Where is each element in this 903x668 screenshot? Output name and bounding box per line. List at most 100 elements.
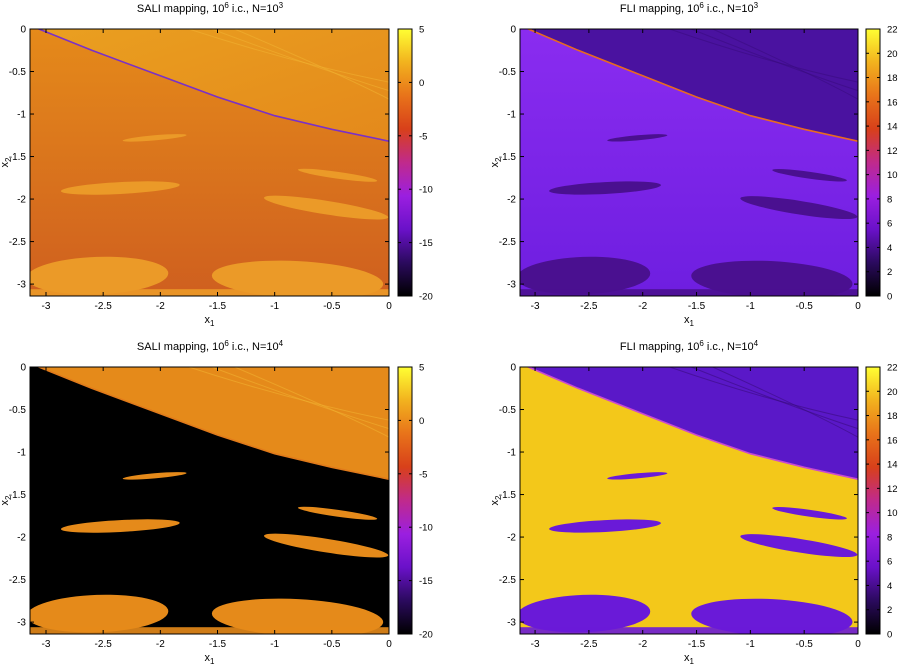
y-label-base: x	[489, 161, 501, 167]
y-tick-label: -2	[17, 195, 26, 206]
y-tick-label: -3	[17, 280, 26, 291]
separatrix-curve	[526, 29, 858, 142]
colorbar-tick-label: 16	[887, 97, 898, 108]
panel-1: -3 -2.5 -2 -1.5 -1 -0.5 0 0 -0.5 -1 -1.5 -2 -2.5 -3 SA…	[0, 1, 433, 328]
y-label-sub: 2	[4, 495, 13, 500]
x-tick-label: -2	[156, 301, 165, 312]
resonance-arc	[690, 29, 858, 92]
y-axis-label: x2	[489, 157, 503, 168]
colorbar: 5 0 -5 -10 -15 -20	[397, 363, 433, 641]
plot-frame	[519, 28, 859, 297]
x-tick-label: -1	[270, 301, 279, 312]
x-tick-label: 0	[386, 639, 392, 650]
x-label-sub: 1	[690, 319, 695, 328]
chart-title: SALI mapping, 106 i.c., N=104	[137, 339, 284, 353]
chart-title: FLI mapping, 106 i.c., N=104	[620, 339, 759, 353]
regular-island	[549, 519, 661, 533]
x-tick-label: -1.5	[209, 301, 227, 312]
resonance-arc	[188, 29, 389, 83]
panel-4: -3 -2.5 -2 -1.5 -1 -0.5 0 0 -0.5 -1 -1.5 -2 -2.5 -3 FL…	[489, 339, 898, 666]
separatrix-curve	[526, 367, 858, 480]
x-tick-label: -2	[156, 639, 165, 650]
colorbar-tick-label: 2	[887, 267, 892, 278]
y-tick-label: -1	[507, 448, 516, 459]
regular-island	[297, 506, 378, 520]
plot-frame	[519, 366, 859, 635]
title-sup1: 6	[699, 1, 704, 10]
x-label-sub: 1	[690, 657, 695, 666]
colorbar-gradient	[865, 28, 881, 297]
x-label-base: x	[684, 314, 690, 326]
regular-island	[30, 594, 169, 633]
y-tick-label: -2.5	[9, 237, 27, 248]
regular-island	[607, 134, 668, 142]
y-tick-label: -1.5	[9, 490, 27, 501]
heatmap-area	[30, 29, 389, 296]
regular-band-bottom	[520, 289, 858, 296]
colorbar-tick-label: -15	[419, 238, 433, 249]
y-tick-label: -0.5	[9, 405, 27, 416]
regular-island	[520, 594, 651, 633]
regular-region-top	[528, 29, 858, 142]
colorbar-tick-label: 16	[887, 435, 898, 446]
regular-island	[264, 195, 389, 220]
title-sup2: 4	[279, 339, 284, 348]
title-sup2: 4	[754, 339, 759, 348]
chart-title: FLI mapping, 106 i.c., N=103	[620, 1, 759, 15]
colorbar-tick-label: -15	[419, 576, 433, 587]
colorbar-tick-label: 20	[887, 49, 898, 60]
regular-region-top	[528, 367, 858, 480]
y-tick-label: -3	[507, 280, 516, 291]
colorbar-gradient	[865, 366, 881, 635]
y-label-sub: 2	[494, 157, 503, 162]
heatmap-area	[520, 29, 858, 296]
colorbar-tick-label: 5	[419, 363, 424, 374]
y-tick-label: 0	[20, 25, 26, 36]
colorbar-tick-label: 0	[887, 630, 892, 641]
y-tick-label: -2	[507, 195, 516, 206]
title-sup2: 3	[279, 1, 284, 10]
resonance-arc	[712, 367, 858, 438]
x-label-sub: 1	[210, 657, 215, 666]
regular-island	[772, 507, 847, 520]
resonance-arc	[690, 367, 858, 430]
x-tick-label: -1	[746, 301, 755, 312]
colorbar-tick-label: -5	[419, 469, 427, 480]
y-tick-label: -0.5	[499, 67, 517, 78]
colorbar-tick-label: 22	[887, 363, 898, 374]
colorbar-tick-label: 4	[887, 243, 892, 254]
y-tick-label: -2	[507, 533, 516, 544]
y-tick-label: 0	[20, 363, 26, 374]
y-tick-label: -1.5	[9, 152, 27, 163]
x-tick-label: -2	[638, 301, 647, 312]
resonance-arc	[712, 29, 858, 100]
panel-3: -3 -2.5 -2 -1.5 -1 -0.5 0 0 -0.5 -1 -1.5 -2 -2.5 -3 SA…	[0, 339, 433, 666]
x-tick-label: -0.5	[323, 639, 341, 650]
y-tick-label: -2.5	[499, 237, 517, 248]
y-tick-label: -2.5	[499, 575, 517, 586]
y-tick-label: -0.5	[499, 405, 517, 416]
resonance-arc	[234, 29, 389, 100]
colorbar-tick-label: 0	[419, 416, 424, 427]
x-tick-label: -3	[531, 639, 540, 650]
y-label-base: x	[489, 499, 501, 505]
x-tick-label: -0.5	[796, 639, 814, 650]
title-mid: i.c., N=10	[229, 341, 279, 353]
x-tick-label: 0	[855, 301, 861, 312]
regular-island	[740, 534, 858, 558]
x-tick-label: -2.5	[580, 301, 598, 312]
regular-island	[520, 256, 651, 295]
title-prefix: SALI mapping, 10	[137, 3, 224, 15]
regular-island	[122, 134, 187, 142]
x-tick-label: -0.5	[796, 301, 814, 312]
y-tick-label: -3	[507, 618, 516, 629]
y-label-base: x	[0, 161, 11, 167]
x-axis-label: x1	[684, 314, 695, 328]
regular-band-bottom	[30, 627, 389, 634]
resonance-arc	[188, 367, 389, 421]
resonance-arc	[211, 367, 389, 430]
regular-island	[30, 256, 169, 295]
y-tick-label: -1.5	[499, 490, 517, 501]
title-sup2: 3	[754, 1, 759, 10]
